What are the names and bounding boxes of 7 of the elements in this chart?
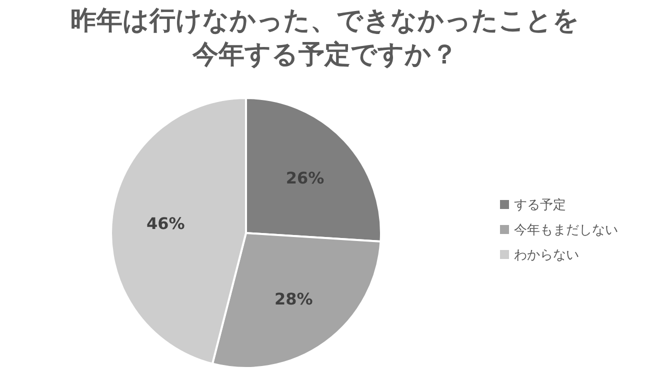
data-label: 26% [286, 168, 324, 188]
legend-label: わからない [514, 248, 579, 263]
data-label: 28% [274, 290, 313, 309]
legend-label: 今年もまだしない [514, 223, 618, 238]
legend-label: する予定 [514, 198, 566, 213]
data-label: 46% [146, 214, 185, 233]
chart-title: 昨年は行けなかった、できなかったことを今年する予定ですか？ [70, 5, 580, 72]
